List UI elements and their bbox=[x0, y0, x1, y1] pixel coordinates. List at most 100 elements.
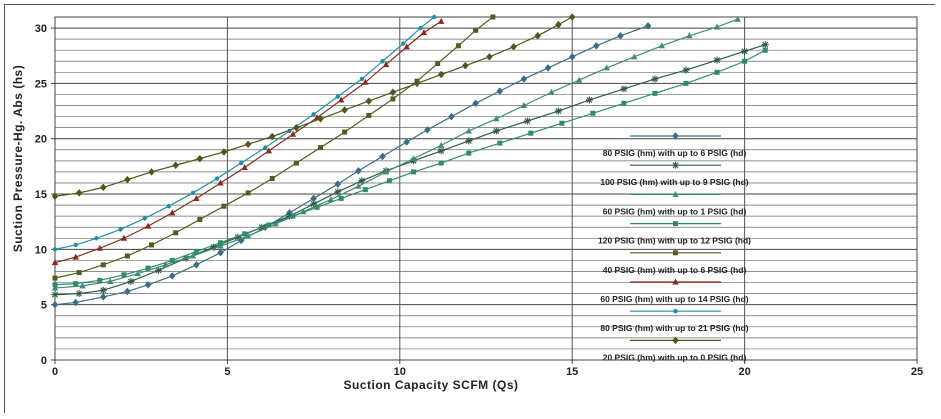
series-point bbox=[683, 80, 689, 86]
grid bbox=[55, 16, 918, 361]
series-point bbox=[382, 61, 390, 68]
series-point bbox=[554, 107, 562, 115]
legend-marker bbox=[672, 336, 679, 345]
series-line bbox=[54, 20, 442, 264]
series-point bbox=[172, 161, 180, 170]
series-point bbox=[762, 47, 768, 53]
series-point bbox=[242, 231, 248, 237]
y-tick-label: 0 bbox=[41, 355, 47, 367]
series-point bbox=[334, 180, 342, 188]
series-point bbox=[52, 247, 58, 252]
series-point bbox=[217, 248, 224, 257]
series-point bbox=[403, 43, 410, 50]
series-point bbox=[585, 96, 593, 104]
series-point bbox=[79, 282, 86, 289]
y-tick-label: 20 bbox=[35, 134, 47, 146]
series-point bbox=[293, 123, 300, 132]
series-point bbox=[492, 127, 500, 135]
series-point bbox=[148, 168, 155, 176]
series-point bbox=[162, 261, 169, 268]
series-point bbox=[52, 282, 58, 288]
series-point bbox=[120, 234, 128, 241]
x-tick-label: 0 bbox=[52, 366, 58, 378]
series-point bbox=[461, 61, 469, 70]
series-point bbox=[142, 216, 147, 221]
series-point bbox=[437, 17, 445, 24]
series-point bbox=[366, 112, 372, 118]
series-point bbox=[145, 265, 151, 271]
series-point bbox=[742, 58, 748, 64]
series-point bbox=[51, 284, 59, 291]
series-point bbox=[289, 130, 297, 137]
y-tick-label: 5 bbox=[41, 300, 47, 312]
series-point bbox=[314, 204, 320, 210]
series-point bbox=[244, 140, 252, 149]
series-point bbox=[337, 96, 345, 103]
series-point bbox=[342, 129, 348, 135]
legend-label: 100 PSIG (hm) with up to 9 PSIG (hd) bbox=[600, 177, 748, 187]
series-point bbox=[465, 127, 472, 134]
series-6 bbox=[51, 17, 445, 266]
series-point bbox=[190, 190, 196, 196]
series-line bbox=[54, 25, 649, 306]
series-point bbox=[96, 244, 104, 251]
y-tick-label: 25 bbox=[35, 78, 47, 90]
series-point bbox=[380, 59, 385, 64]
series-point bbox=[496, 87, 504, 96]
legend-item: 20 PSIG (hm) with up to 0 PSIG (hd) bbox=[603, 336, 746, 362]
series-point bbox=[644, 21, 652, 30]
series-point bbox=[438, 160, 444, 166]
series-point bbox=[72, 298, 80, 307]
series-point bbox=[73, 242, 78, 248]
x-tick-label: 5 bbox=[224, 366, 230, 378]
series-point bbox=[266, 222, 272, 228]
series-point bbox=[473, 27, 479, 33]
series-point bbox=[100, 262, 106, 268]
series-point bbox=[263, 145, 268, 150]
series-point bbox=[401, 41, 406, 46]
series-point bbox=[169, 209, 176, 216]
series-point bbox=[238, 160, 244, 166]
series-point bbox=[149, 242, 155, 248]
series-point bbox=[559, 120, 565, 126]
series-point bbox=[534, 31, 542, 40]
y-tick-label: 15 bbox=[35, 189, 47, 201]
series-point bbox=[127, 277, 135, 285]
series-point bbox=[51, 259, 59, 266]
series-point bbox=[341, 106, 348, 114]
series-point bbox=[334, 188, 342, 196]
series-point bbox=[437, 147, 445, 155]
series-point bbox=[465, 137, 473, 145]
series-point bbox=[76, 270, 82, 276]
series-point bbox=[317, 145, 323, 151]
series-point bbox=[359, 76, 365, 82]
series-point bbox=[245, 190, 251, 196]
series-point bbox=[497, 140, 503, 146]
legend-marker bbox=[672, 190, 679, 197]
series-point bbox=[593, 41, 600, 50]
series-point bbox=[389, 88, 397, 97]
series-point bbox=[173, 230, 179, 236]
series-point bbox=[466, 150, 472, 156]
series-1 bbox=[51, 21, 652, 309]
series-point bbox=[358, 177, 366, 185]
x-tick-label: 10 bbox=[394, 366, 406, 378]
series-point bbox=[714, 69, 720, 75]
series-point bbox=[51, 192, 59, 201]
series-line bbox=[54, 16, 435, 250]
series-point bbox=[741, 47, 749, 55]
series-point bbox=[144, 280, 152, 289]
series-point bbox=[386, 178, 392, 184]
legend-item: 60 PSIG (hm) with up to 14 PSIG (hd) bbox=[600, 278, 749, 304]
series-point bbox=[568, 52, 576, 61]
line-chart: 0 5 10 15 20 25 0 5 10 15 20 25 30 80 PSIG (hm) with… bbox=[5, 5, 936, 414]
series-point bbox=[272, 220, 279, 227]
series-point bbox=[410, 155, 417, 162]
series-point bbox=[99, 183, 107, 192]
series-point bbox=[382, 168, 390, 175]
series-point bbox=[432, 14, 437, 20]
series-7 bbox=[52, 14, 437, 252]
series-point bbox=[193, 260, 200, 269]
series-point bbox=[555, 20, 562, 29]
series-point bbox=[73, 281, 79, 287]
